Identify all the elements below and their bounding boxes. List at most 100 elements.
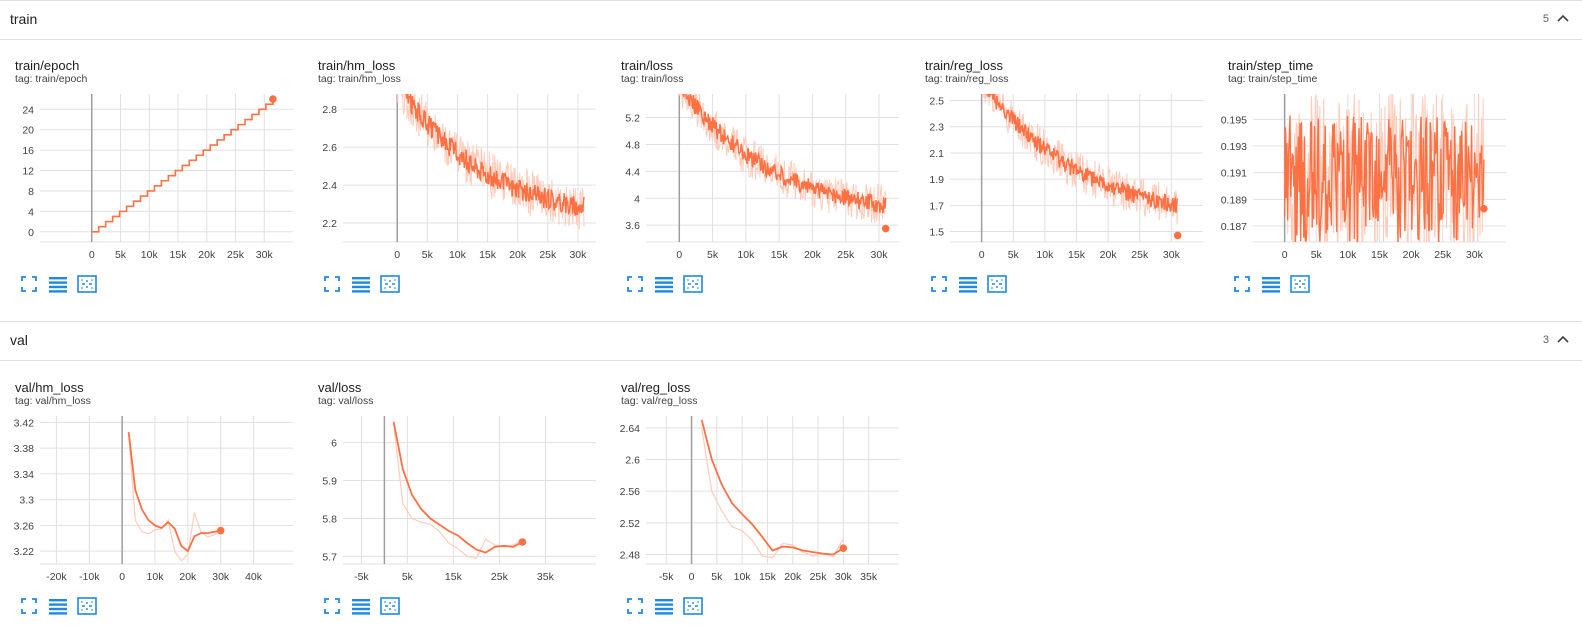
raw-series-line — [701, 427, 844, 559]
y-tick-label: 2.64 — [620, 423, 641, 435]
x-tick-label: 20k — [784, 571, 802, 583]
y-tick-label: 4.8 — [625, 139, 640, 151]
data-table-button[interactable] — [653, 273, 675, 295]
x-tick-label: 15k — [1068, 249, 1086, 261]
line-chart[interactable]: 2.2 2.4 2.6 2.8 0 5k 10k 15k 20k 25k 30k — [303, 84, 603, 274]
data-table-button[interactable] — [350, 595, 372, 617]
chevron-up-icon[interactable] — [1556, 12, 1570, 26]
series-group — [700, 419, 844, 559]
y-tick-label: 5.2 — [625, 113, 640, 125]
y-tick-label: 1.7 — [929, 200, 944, 212]
y-tick-label: 2.4 — [322, 180, 337, 192]
fullscreen-button[interactable] — [928, 273, 950, 295]
data-table-icon — [352, 599, 370, 615]
series-group — [397, 94, 585, 230]
x-tick-label: 15k — [445, 571, 463, 583]
fit-domain-button[interactable] — [682, 273, 704, 295]
fit-domain-button[interactable] — [76, 273, 98, 295]
last-value-point — [1480, 204, 1488, 213]
y-tick-label: 2.3 — [929, 122, 944, 134]
section-count: 5 — [1542, 13, 1549, 25]
y-tick-label: 0.195 — [1221, 114, 1247, 126]
series-line — [91, 99, 274, 233]
y-tick-label: 3.6 — [625, 220, 640, 232]
fullscreen-button[interactable] — [321, 595, 343, 617]
line-chart[interactable]: 5.7 5.8 5.9 6 -5k 5k 15k 25k 35k — [303, 406, 603, 596]
y-tick-label: 0.189 — [1221, 194, 1247, 206]
y-tick-label: 3.26 — [14, 520, 35, 532]
y-tick-label: 24 — [22, 104, 34, 116]
fit-domain-icon — [1290, 275, 1310, 293]
fullscreen-icon — [627, 598, 643, 614]
smoothed-series-line — [986, 94, 1179, 213]
fit-domain-button[interactable] — [986, 273, 1008, 295]
data-table-icon — [1262, 277, 1280, 293]
line-chart[interactable]: 0 4 8 12 16 20 24 0 5k 10k 15k 20k 25k 30k — [0, 84, 300, 274]
x-tick-label: 25k — [810, 571, 828, 583]
fullscreen-button[interactable] — [624, 595, 646, 617]
y-tick-label: 3.38 — [14, 443, 35, 455]
x-tick-label: 20k — [198, 249, 216, 261]
data-table-button[interactable] — [653, 595, 675, 617]
line-chart[interactable]: 2.48 2.52 2.56 2.6 2.64 -5k 0 5k 10k 15k 20k 25k 30k… — [606, 406, 906, 596]
fit-domain-button[interactable] — [379, 273, 401, 295]
fullscreen-icon — [931, 276, 947, 292]
fullscreen-button[interactable] — [18, 595, 40, 617]
fit-domain-button[interactable] — [76, 595, 98, 617]
x-tick-label: 25k — [837, 249, 855, 261]
section-header-train[interactable]: train 5 — [0, 0, 1582, 40]
x-tick-label: 5k — [1008, 249, 1020, 261]
x-tick-label: 10k — [1036, 249, 1054, 261]
data-table-button[interactable] — [350, 273, 372, 295]
data-table-button[interactable] — [957, 273, 979, 295]
y-tick-label: 5.7 — [322, 551, 337, 563]
x-tick-label: 25k — [491, 571, 509, 583]
line-chart[interactable]: 0.187 0.189 0.191 0.193 0.195 0 5k 10k 15k 20k 25k… — [1213, 84, 1513, 274]
line-chart[interactable]: 3.6 4 4.4 4.8 5.2 0 5k 10k 15k 20k 25k 30k — [606, 84, 906, 274]
last-value-point — [518, 538, 527, 546]
y-tick-label: 3.3 — [19, 495, 34, 507]
line-chart[interactable]: 3.22 3.26 3.3 3.34 3.38 3.42 -20k -10k 0 10k 20k 30… — [0, 406, 300, 596]
y-tick-label: 2.5 — [929, 96, 944, 108]
x-tick-label: 5k — [422, 249, 434, 261]
x-tick-label: 20k — [1403, 249, 1421, 261]
smoothed-series-line — [127, 431, 221, 553]
fullscreen-button[interactable] — [624, 273, 646, 295]
data-table-button[interactable] — [47, 595, 69, 617]
x-tick-label: 5k — [711, 571, 723, 583]
fullscreen-button[interactable] — [1231, 273, 1253, 295]
chart-tag: tag: train/epoch — [15, 73, 88, 85]
x-tick-label: 10k — [141, 249, 159, 261]
y-tick-label: 16 — [22, 145, 34, 157]
data-table-icon — [959, 277, 977, 293]
fit-domain-button[interactable] — [1289, 273, 1311, 295]
y-tick-label: 2.1 — [929, 148, 944, 160]
chart-card: val/loss tag: val/loss 5.7 5.8 5.9 6 -5k 5k 15k 2… — [303, 380, 603, 635]
data-table-button[interactable] — [47, 273, 69, 295]
section-header-val[interactable]: val 3 — [0, 321, 1582, 361]
fit-domain-button[interactable] — [379, 595, 401, 617]
chart-card: train/step_time tag: train/step_time 0.187… — [1213, 58, 1513, 313]
fullscreen-icon — [21, 276, 37, 292]
data-table-button[interactable] — [1260, 273, 1282, 295]
x-tick-label: 30k — [871, 249, 889, 261]
x-tick-label: 10k — [734, 571, 752, 583]
chart-title: train/hm_loss — [318, 58, 396, 73]
series-group — [127, 431, 222, 562]
smoothed-series-line — [1283, 115, 1485, 242]
fullscreen-button[interactable] — [18, 273, 40, 295]
fit-domain-button[interactable] — [682, 595, 704, 617]
chart-tag: tag: val/loss — [318, 395, 374, 407]
fullscreen-icon — [324, 276, 340, 292]
line-chart[interactable]: 1.5 1.7 1.9 2.1 2.3 2.5 0 5k 10k 15k 20k 25k 30k — [910, 84, 1210, 274]
chart-tag: tag: val/reg_loss — [621, 395, 698, 407]
y-tick-label: 5.8 — [322, 513, 337, 525]
fullscreen-icon — [1234, 276, 1250, 292]
fullscreen-button[interactable] — [321, 273, 343, 295]
x-tick-label: 5k — [707, 249, 719, 261]
chart-title: train/step_time — [1228, 58, 1314, 73]
chart-title: val/loss — [318, 380, 362, 395]
x-tick-label: 30k — [1466, 249, 1484, 261]
chevron-up-icon[interactable] — [1556, 333, 1570, 347]
x-tick-label: 15k — [759, 571, 777, 583]
